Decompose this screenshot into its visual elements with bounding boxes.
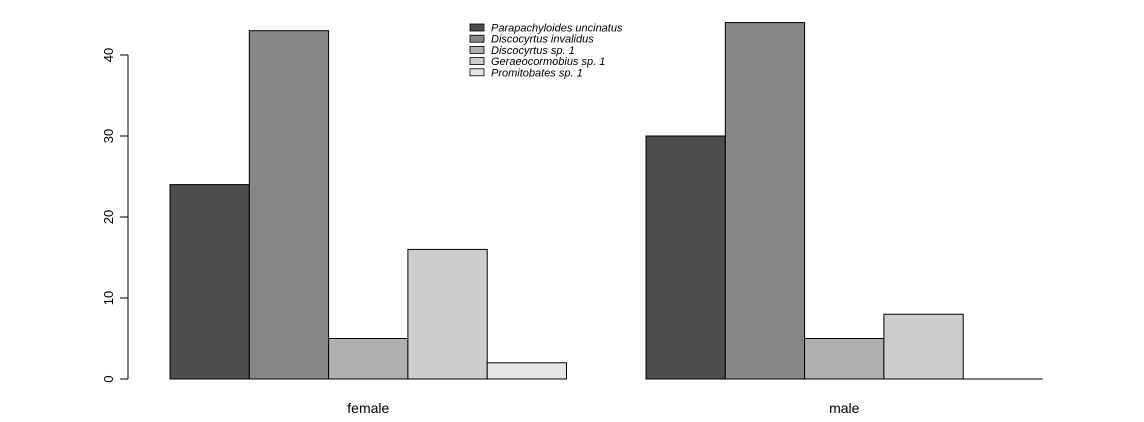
- legend-swatch: [469, 46, 485, 54]
- x-axis-categories: female male: [347, 400, 859, 416]
- legend-swatch: [469, 23, 485, 32]
- bar-female-2: [248, 30, 330, 380]
- y-tick-label: 20: [101, 210, 116, 224]
- legend-swatch: [469, 34, 485, 43]
- bar-female-1: [169, 184, 250, 380]
- legend-label: Discocyrtus invalidus: [491, 34, 594, 46]
- category-label-female: female: [347, 400, 389, 416]
- y-tick-label: 30: [101, 129, 116, 143]
- legend-swatch: [469, 57, 485, 65]
- bar-male-4: [883, 313, 964, 380]
- legend-label: Parapachyloides uncinatus: [491, 23, 623, 35]
- legend-label: Promitobates sp. 1: [491, 67, 583, 79]
- bars-layer: [169, 22, 1043, 380]
- bar-male-2: [724, 22, 806, 380]
- legend-label: Discocyrtus sp. 1: [491, 45, 575, 57]
- bar-female-4: [407, 248, 488, 380]
- category-label-male: male: [829, 400, 860, 416]
- y-axis: 0 10 20 30 40: [101, 48, 129, 383]
- legend-label: Geraeocormobius sp. 1: [491, 56, 605, 68]
- bar-male-3: [804, 338, 885, 380]
- y-tick-label: 10: [101, 291, 116, 305]
- bar-female-5: [486, 362, 568, 380]
- bar-male-1: [645, 135, 726, 380]
- bar-female-3: [328, 338, 409, 380]
- legend-swatch: [469, 68, 485, 77]
- y-tick-label: 40: [101, 48, 116, 62]
- y-tick-label: 0: [101, 375, 116, 382]
